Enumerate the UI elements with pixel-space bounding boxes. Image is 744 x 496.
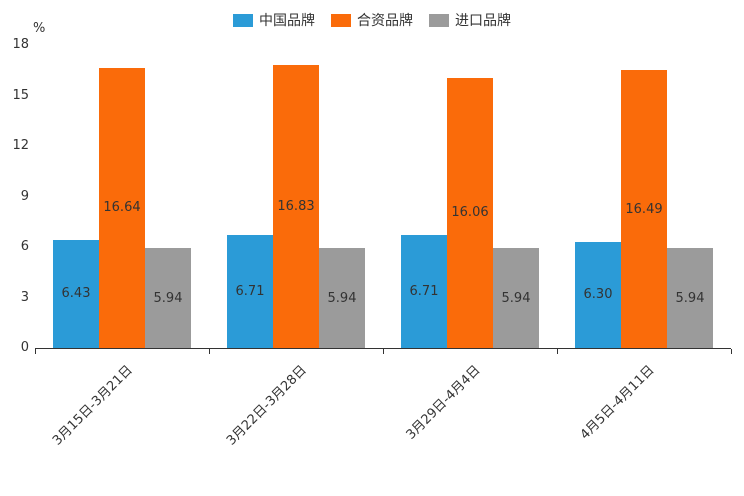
y-tick-label: 9: [20, 188, 29, 204]
bar-合资品牌-3: 16.06: [447, 77, 493, 348]
y-tick-label: 12: [12, 138, 29, 153]
x-category-label-text: 3月15日-3月21日: [49, 362, 136, 449]
bar-value-label: 16.06: [451, 205, 489, 221]
legend-swatch-import-brands: [429, 13, 449, 27]
x-axis-line: [35, 348, 731, 349]
legend-label: 合资品牌: [357, 13, 413, 29]
bar-进口品牌-3: 5.94: [493, 248, 539, 348]
plot-area: 0 3 6 9 12 15 18 6.43 16.64 5.94 3月15日-3月21日 6.71 16…: [12, 37, 732, 449]
bar-进口品牌-2: 5.94: [319, 248, 365, 348]
legend-label: 进口品牌: [455, 13, 511, 29]
x-axis-tick: [731, 349, 732, 354]
legend-label: 中国品牌: [259, 13, 315, 29]
bar-中国品牌-4: 6.30: [575, 241, 621, 348]
y-tick-label: 18: [12, 37, 29, 52]
x-axis-tick: [35, 349, 36, 354]
legend-swatch-china-brands: [233, 13, 253, 27]
x-category-label-text: 3月22日-3月28日: [223, 362, 310, 449]
x-axis-tick: [209, 349, 210, 354]
x-axis-tick: [557, 349, 558, 354]
bar-value-label: 6.30: [583, 287, 613, 303]
legend: 中国品牌 合资品牌 进口品牌: [0, 10, 744, 30]
bar-进口品牌-4: 5.94: [667, 248, 713, 348]
bar-value-label: 5.94: [327, 290, 357, 306]
bar-value-label: 5.94: [675, 290, 705, 306]
y-tick-label: 3: [20, 289, 29, 305]
x-category-label-text: 3月29日-4月4日: [403, 362, 484, 443]
legend-item-import-brands[interactable]: 进口品牌: [429, 10, 511, 30]
legend-swatch-joint-venture-brands: [331, 13, 351, 27]
y-axis-unit-label: %: [33, 21, 46, 36]
bar-value-label: 16.49: [625, 201, 663, 217]
bar-value-label: 5.94: [501, 290, 531, 306]
bar-value-label: 16.83: [277, 198, 315, 214]
bar-value-label: 16.64: [103, 200, 141, 216]
x-category-label-text: 4月5日-4月11日: [577, 362, 658, 443]
bar-合资品牌-4: 16.49: [621, 70, 667, 348]
bar-value-label: 6.71: [235, 284, 265, 300]
bar-value-label: 6.43: [61, 286, 91, 302]
x-axis-tick: [383, 349, 384, 354]
bar-value-label: 5.94: [153, 290, 183, 306]
y-tick-label: 15: [12, 87, 29, 103]
y-tick-label: 0: [20, 340, 29, 355]
bar-中国品牌-3: 6.71: [401, 235, 447, 348]
bar-中国品牌-2: 6.71: [227, 235, 273, 348]
y-tick-label: 6: [20, 239, 29, 254]
legend-item-china-brands[interactable]: 中国品牌: [233, 10, 315, 30]
legend-item-joint-venture-brands[interactable]: 合资品牌: [331, 10, 413, 30]
bar-合资品牌-2: 16.83: [273, 64, 319, 348]
bar-进口品牌-1: 5.94: [145, 248, 191, 348]
bar-value-label: 6.71: [409, 284, 439, 300]
bar-合资品牌-1: 16.64: [99, 67, 145, 348]
bar-中国品牌-1: 6.43: [53, 239, 99, 348]
